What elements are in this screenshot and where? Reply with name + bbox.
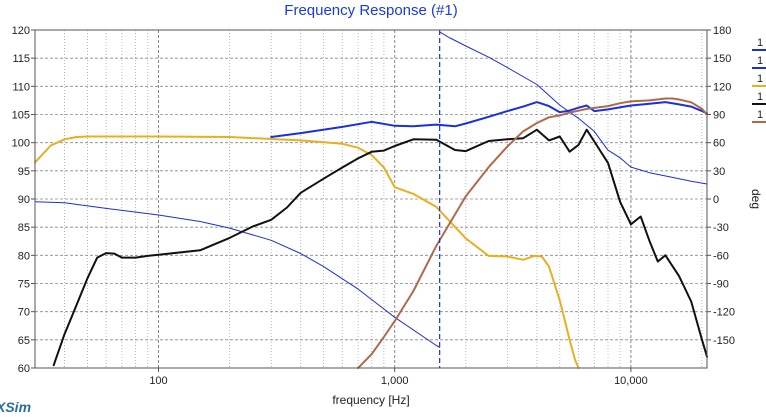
- y2-tick-label: -150: [713, 335, 735, 347]
- series-line-5: [52, 128, 708, 367]
- y-tick-label: 110: [12, 81, 30, 93]
- grid: [35, 30, 707, 368]
- legend-label: 1: [757, 91, 763, 103]
- y-tick-label: 105: [12, 110, 30, 122]
- y2-tick-label: 180: [713, 25, 731, 37]
- series-line-2: [34, 201, 441, 348]
- y-tick-label: 85: [18, 222, 30, 234]
- y-tick-label: 100: [12, 138, 30, 150]
- y2-axis-label: deg: [749, 189, 763, 209]
- legend: 1 1 1 1 1: [752, 37, 766, 123]
- y-tick-label: 60: [18, 363, 30, 375]
- legend-label: 1: [757, 73, 763, 85]
- series-line-1: [270, 101, 708, 138]
- x-tick-label: 10,000: [614, 375, 648, 387]
- y-tick-label: 80: [18, 250, 30, 262]
- y2-tick-label: 30: [713, 166, 725, 178]
- y-tick-label: 75: [18, 279, 30, 291]
- y-tick-label: 115: [12, 53, 30, 65]
- y2-tick-label: 90: [713, 110, 725, 122]
- series-line-4: [34, 135, 580, 369]
- x-tick-label: 1,000: [381, 375, 409, 387]
- chart-title: Frequency Response (#1): [284, 2, 457, 19]
- y-tick-label: 120: [12, 25, 30, 37]
- xsim-brand-logo: XSim: [0, 399, 31, 415]
- y-tick-label: 90: [18, 194, 30, 206]
- legend-label: 1: [757, 37, 763, 49]
- y2-tick-label: 150: [713, 53, 731, 65]
- legend-label: 1: [757, 55, 763, 67]
- x-tick-label: 100: [149, 375, 167, 387]
- y-tick-label: 70: [18, 307, 30, 319]
- y2-tick-label: 0: [713, 194, 719, 206]
- y2-tick-label: -120: [713, 307, 735, 319]
- y-tick-label: 95: [18, 166, 30, 178]
- axes: 60 65 70 75 80 85 90 95 100 105 110 115 120 -150 -120 -…: [12, 25, 735, 387]
- y-tick-label: 65: [18, 335, 30, 347]
- legend-label: 1: [757, 109, 763, 121]
- y2-tick-label: 60: [713, 138, 725, 150]
- x-axis-label: frequency [Hz]: [332, 393, 409, 407]
- series-line-6: [357, 97, 708, 369]
- y2-tick-label: -30: [713, 222, 729, 234]
- y2-tick-label: 120: [713, 81, 731, 93]
- y2-tick-label: -90: [713, 279, 729, 291]
- series-layer: [34, 31, 708, 369]
- y2-tick-label: -60: [713, 250, 729, 262]
- series-line-3: [439, 31, 708, 185]
